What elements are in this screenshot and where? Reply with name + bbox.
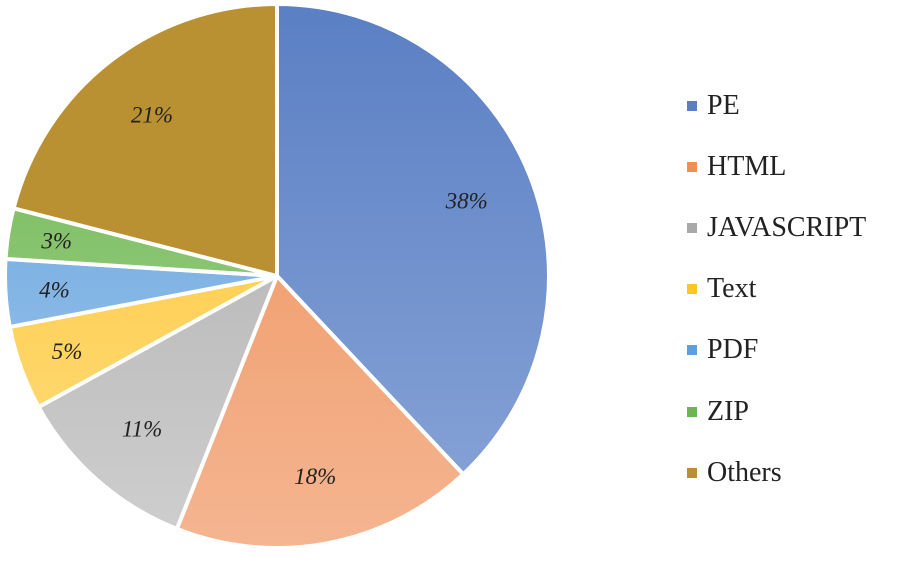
legend-label-zip: ZIP: [707, 395, 749, 427]
pie-slice-pe: [275, 2, 551, 477]
pie-slice-javascript: [36, 274, 279, 531]
slice-label-javascript: 11%: [122, 417, 162, 442]
slice-label-html: 18%: [294, 464, 336, 489]
legend: PE HTML JAVASCRIPT Text PDF ZIP Others: [687, 75, 866, 503]
pie-slice-others: [11, 2, 279, 278]
legend-label-pe: PE: [707, 89, 740, 121]
pie-slice-html: [174, 274, 466, 550]
legend-item-zip: ZIP: [687, 381, 866, 442]
legend-swatch-zip: [687, 406, 697, 417]
legend-swatch-text: [687, 284, 697, 295]
legend-swatch-pe: [687, 100, 697, 111]
legend-item-others: Others: [687, 442, 866, 503]
legend-item-pe: PE: [687, 75, 866, 136]
legend-label-javascript: JAVASCRIPT: [707, 211, 867, 243]
legend-label-pdf: PDF: [707, 334, 759, 366]
legend-swatch-html: [687, 161, 697, 172]
legend-item-html: HTML: [687, 136, 866, 197]
slice-label-pe: 38%: [445, 188, 488, 213]
slice-label-text: 5%: [52, 339, 83, 364]
legend-swatch-javascript: [687, 222, 697, 233]
legend-label-text: Text: [707, 273, 757, 305]
slice-label-pdf: 4%: [39, 278, 70, 303]
legend-item-pdf: PDF: [687, 320, 866, 381]
legend-swatch-others: [687, 467, 697, 478]
slice-label-others: 21%: [131, 102, 173, 127]
legend-label-html: HTML: [707, 150, 787, 182]
legend-item-text: Text: [687, 259, 866, 320]
slice-label-zip: 3%: [40, 229, 72, 254]
legend-label-others: Others: [707, 456, 782, 488]
legend-swatch-pdf: [687, 345, 697, 356]
legend-item-javascript: JAVASCRIPT: [687, 197, 866, 258]
